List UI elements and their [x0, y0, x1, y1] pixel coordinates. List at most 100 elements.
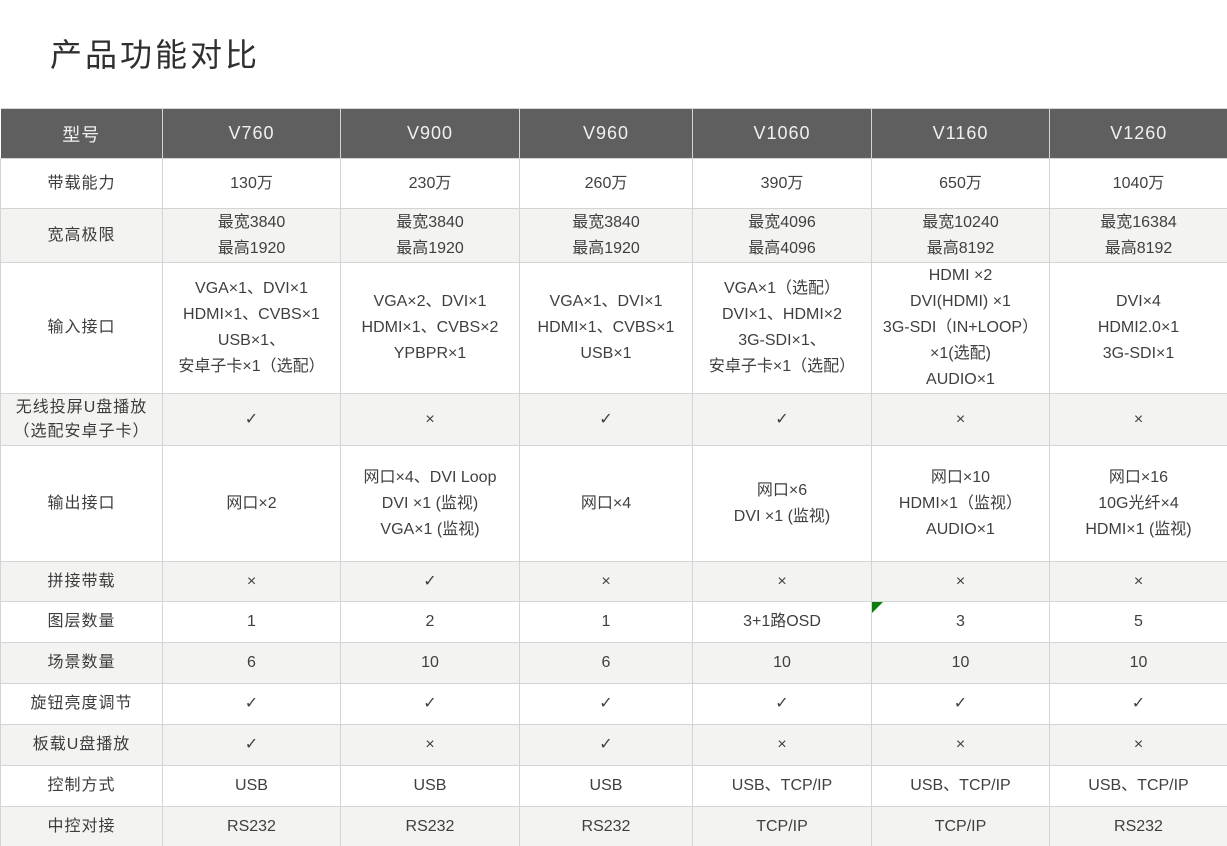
table-cell: USB、TCP/IP: [1049, 765, 1227, 807]
table-cell: RS232: [162, 806, 341, 846]
table-cell: ×: [340, 393, 520, 446]
table-cell: VGA×1、DVI×1 HDMI×1、CVBS×1 USB×1、 安卓子卡×1（…: [162, 262, 341, 394]
table-cell: 10: [871, 642, 1050, 684]
table-cell: ×: [871, 724, 1050, 766]
row-label: 场景数量: [0, 642, 163, 684]
table-cell: 260万: [519, 158, 693, 209]
table-cell: 10: [692, 642, 872, 684]
table-cell: 230万: [340, 158, 520, 209]
table-cell: 3: [871, 601, 1050, 643]
table-cell: ×: [871, 393, 1050, 446]
table-cell: ×: [1049, 561, 1227, 602]
table-cell: 10: [340, 642, 520, 684]
table-cell: USB: [519, 765, 693, 807]
table-cell: ×: [692, 724, 872, 766]
table-cell: 最宽3840 最高1920: [340, 208, 520, 263]
table-cell: ✓: [340, 683, 520, 725]
table-cell: 6: [162, 642, 341, 684]
table-cell: ×: [519, 561, 693, 602]
table-cell: ✓: [519, 393, 693, 446]
row-label: 图层数量: [0, 601, 163, 643]
table-cell: 6: [519, 642, 693, 684]
table-cell: DVI×4 HDMI2.0×1 3G-SDI×1: [1049, 262, 1227, 394]
table-cell: 最宽4096 最高4096: [692, 208, 872, 263]
table-cell: RS232: [340, 806, 520, 846]
table-row-onboard-usb-playback: 板载U盘播放 ✓ × ✓ × × ×: [0, 724, 1227, 766]
table-cell: 网口×4: [519, 445, 693, 562]
table-row-layer-count: 图层数量 1 2 1 3+1路OSD 3 5: [0, 601, 1227, 643]
table-cell: 130万: [162, 158, 341, 209]
table-cell: RS232: [519, 806, 693, 846]
header-cell-v760: V760: [162, 108, 341, 159]
row-label: 板载U盘播放: [0, 724, 163, 766]
table-cell: RS232: [1049, 806, 1227, 846]
table-cell: ✓: [692, 683, 872, 725]
row-label: 宽高极限: [0, 208, 163, 263]
table-cell: VGA×1、DVI×1 HDMI×1、CVBS×1 USB×1: [519, 262, 693, 394]
table-row-wireless-usb-playback: 无线投屏U盘播放 （选配安卓子卡） ✓ × ✓ ✓ × ×: [0, 393, 1227, 446]
header-cell-v1260: V1260: [1049, 108, 1227, 159]
table-cell: ✓: [162, 683, 341, 725]
table-cell: 2: [340, 601, 520, 643]
row-label: 带载能力: [0, 158, 163, 209]
table-cell: 1: [519, 601, 693, 643]
table-cell: ✓: [162, 393, 341, 446]
table-cell: 1: [162, 601, 341, 643]
table-cell: USB: [340, 765, 520, 807]
table-cell: 3+1路OSD: [692, 601, 872, 643]
table-cell: USB、TCP/IP: [871, 765, 1050, 807]
table-cell: ×: [871, 561, 1050, 602]
header-cell-v960: V960: [519, 108, 693, 159]
table-cell: ✓: [519, 724, 693, 766]
header-cell-v900: V900: [340, 108, 520, 159]
table-cell: ✓: [1049, 683, 1227, 725]
table-cell: 10: [1049, 642, 1227, 684]
table-cell: 390万: [692, 158, 872, 209]
table-cell: ✓: [692, 393, 872, 446]
table-row-central-control: 中控对接 RS232 RS232 RS232 TCP/IP TCP/IP RS2…: [0, 806, 1227, 846]
table-cell: 650万: [871, 158, 1050, 209]
table-cell: USB: [162, 765, 341, 807]
table-cell: ×: [1049, 393, 1227, 446]
header-cell-v1160: V1160: [871, 108, 1050, 159]
row-label: 中控对接: [0, 806, 163, 846]
table-cell: ✓: [340, 561, 520, 602]
row-label: 输入接口: [0, 262, 163, 394]
comparison-table: 型号 V760 V900 V960 V1060 V1160 V1260 带载能力…: [0, 108, 1227, 846]
table-cell: ×: [162, 561, 341, 602]
table-cell: VGA×2、DVI×1 HDMI×1、CVBS×2 YPBPR×1: [340, 262, 520, 394]
page-title: 产品功能对比: [50, 37, 261, 73]
table-cell: 1040万: [1049, 158, 1227, 209]
table-header-row: 型号 V760 V900 V960 V1060 V1160 V1260: [0, 108, 1227, 159]
table-cell: 5: [1049, 601, 1227, 643]
row-label: 控制方式: [0, 765, 163, 807]
cell-corner-flag-icon: [872, 602, 883, 613]
table-row-control-method: 控制方式 USB USB USB USB、TCP/IP USB、TCP/IP U…: [0, 765, 1227, 807]
table-cell: USB、TCP/IP: [692, 765, 872, 807]
table-cell: VGA×1（选配） DVI×1、HDMI×2 3G-SDI×1、 安卓子卡×1（…: [692, 262, 872, 394]
table-row-input-ports: 输入接口 VGA×1、DVI×1 HDMI×1、CVBS×1 USB×1、 安卓…: [0, 262, 1227, 394]
table-cell: 网口×10 HDMI×1（监视） AUDIO×1: [871, 445, 1050, 562]
table-cell: ✓: [519, 683, 693, 725]
table-row-splicing-load: 拼接带载 × ✓ × × × ×: [0, 561, 1227, 602]
table-row-knob-brightness: 旋钮亮度调节 ✓ ✓ ✓ ✓ ✓ ✓: [0, 683, 1227, 725]
row-label: 输出接口: [0, 445, 163, 562]
table-row-max-dimensions: 宽高极限 最宽3840 最高1920 最宽3840 最高1920 最宽3840 …: [0, 208, 1227, 263]
header-cell-model: 型号: [0, 108, 163, 159]
table-cell: ×: [692, 561, 872, 602]
table-cell: TCP/IP: [871, 806, 1050, 846]
table-cell: ×: [340, 724, 520, 766]
table-cell: 最宽16384 最高8192: [1049, 208, 1227, 263]
table-cell: ×: [1049, 724, 1227, 766]
table-cell: 网口×4、DVI Loop DVI ×1 (监视) VGA×1 (监视): [340, 445, 520, 562]
table-cell: HDMI ×2 DVI(HDMI) ×1 3G-SDI（IN+LOOP） ×1(…: [871, 262, 1050, 394]
table-cell: 网口×2: [162, 445, 341, 562]
table-row-scene-count: 场景数量 6 10 6 10 10 10: [0, 642, 1227, 684]
table-cell: 最宽3840 最高1920: [162, 208, 341, 263]
row-label: 拼接带载: [0, 561, 163, 602]
table-cell: TCP/IP: [692, 806, 872, 846]
table-cell: 网口×6 DVI ×1 (监视): [692, 445, 872, 562]
table-cell: ✓: [871, 683, 1050, 725]
header-cell-v1060: V1060: [692, 108, 872, 159]
